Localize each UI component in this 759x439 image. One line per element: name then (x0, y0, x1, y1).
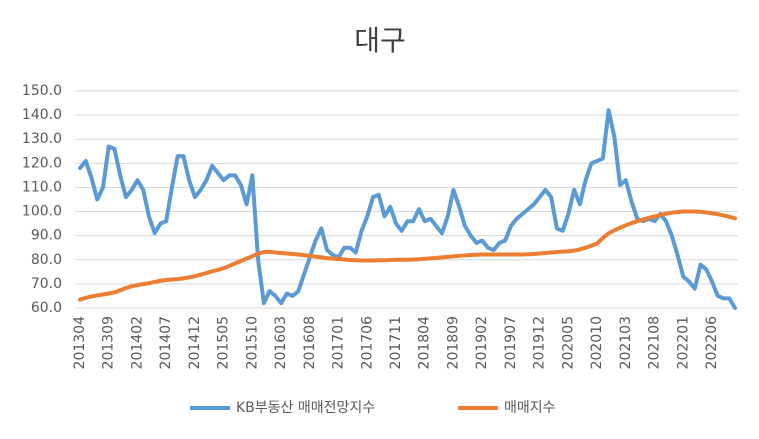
x-tick-label: 202103 (618, 316, 634, 369)
y-tick-label: 80.0 (31, 252, 62, 268)
x-tick-label: 201809 (445, 316, 461, 369)
x-tick-label: 201402 (129, 316, 145, 369)
x-tick-label: 202010 (589, 316, 605, 369)
x-tick-label: 201711 (388, 316, 404, 369)
x-tick-label: 201304 (72, 316, 88, 370)
series-line (78, 108, 737, 310)
x-tick-label: 201608 (302, 316, 318, 369)
series-line (78, 209, 737, 302)
legend-label: 매매지수 (504, 400, 556, 416)
x-tick-label: 201505 (216, 316, 232, 369)
y-tick-label: 140.0 (22, 107, 62, 123)
x-tick-label: 201412 (187, 316, 203, 369)
y-tick-label: 110.0 (22, 179, 62, 195)
y-tick-label: 120.0 (22, 155, 62, 171)
x-tick-label: 201701 (331, 316, 347, 369)
x-tick-label: 201902 (474, 316, 490, 369)
x-tick-label: 202201 (675, 316, 691, 369)
x-tick-label: 202206 (704, 316, 720, 370)
x-tick-label: 201804 (417, 316, 433, 370)
chart-title: 대구 (354, 24, 406, 57)
x-tick-label: 201912 (532, 316, 548, 369)
x-tick-label: 201603 (273, 316, 289, 369)
y-tick-label: 70.0 (31, 276, 62, 292)
y-tick-label: 60.0 (31, 300, 62, 316)
x-tick-label: 201706 (359, 316, 375, 370)
y-tick-label: 150.0 (22, 83, 62, 99)
x-tick-label: 201907 (503, 316, 519, 369)
y-tick-label: 130.0 (22, 131, 62, 147)
x-tick-label: 202108 (647, 316, 663, 369)
x-tick-label: 201309 (101, 316, 117, 369)
legend-label: KB부동산 매매전망지수 (236, 400, 375, 416)
y-tick-label: 90.0 (31, 228, 62, 244)
x-tick-label: 202005 (560, 316, 576, 369)
y-tick-label: 100.0 (22, 204, 62, 220)
x-tick-label: 201407 (158, 316, 174, 369)
x-tick-label: 201510 (244, 316, 260, 369)
